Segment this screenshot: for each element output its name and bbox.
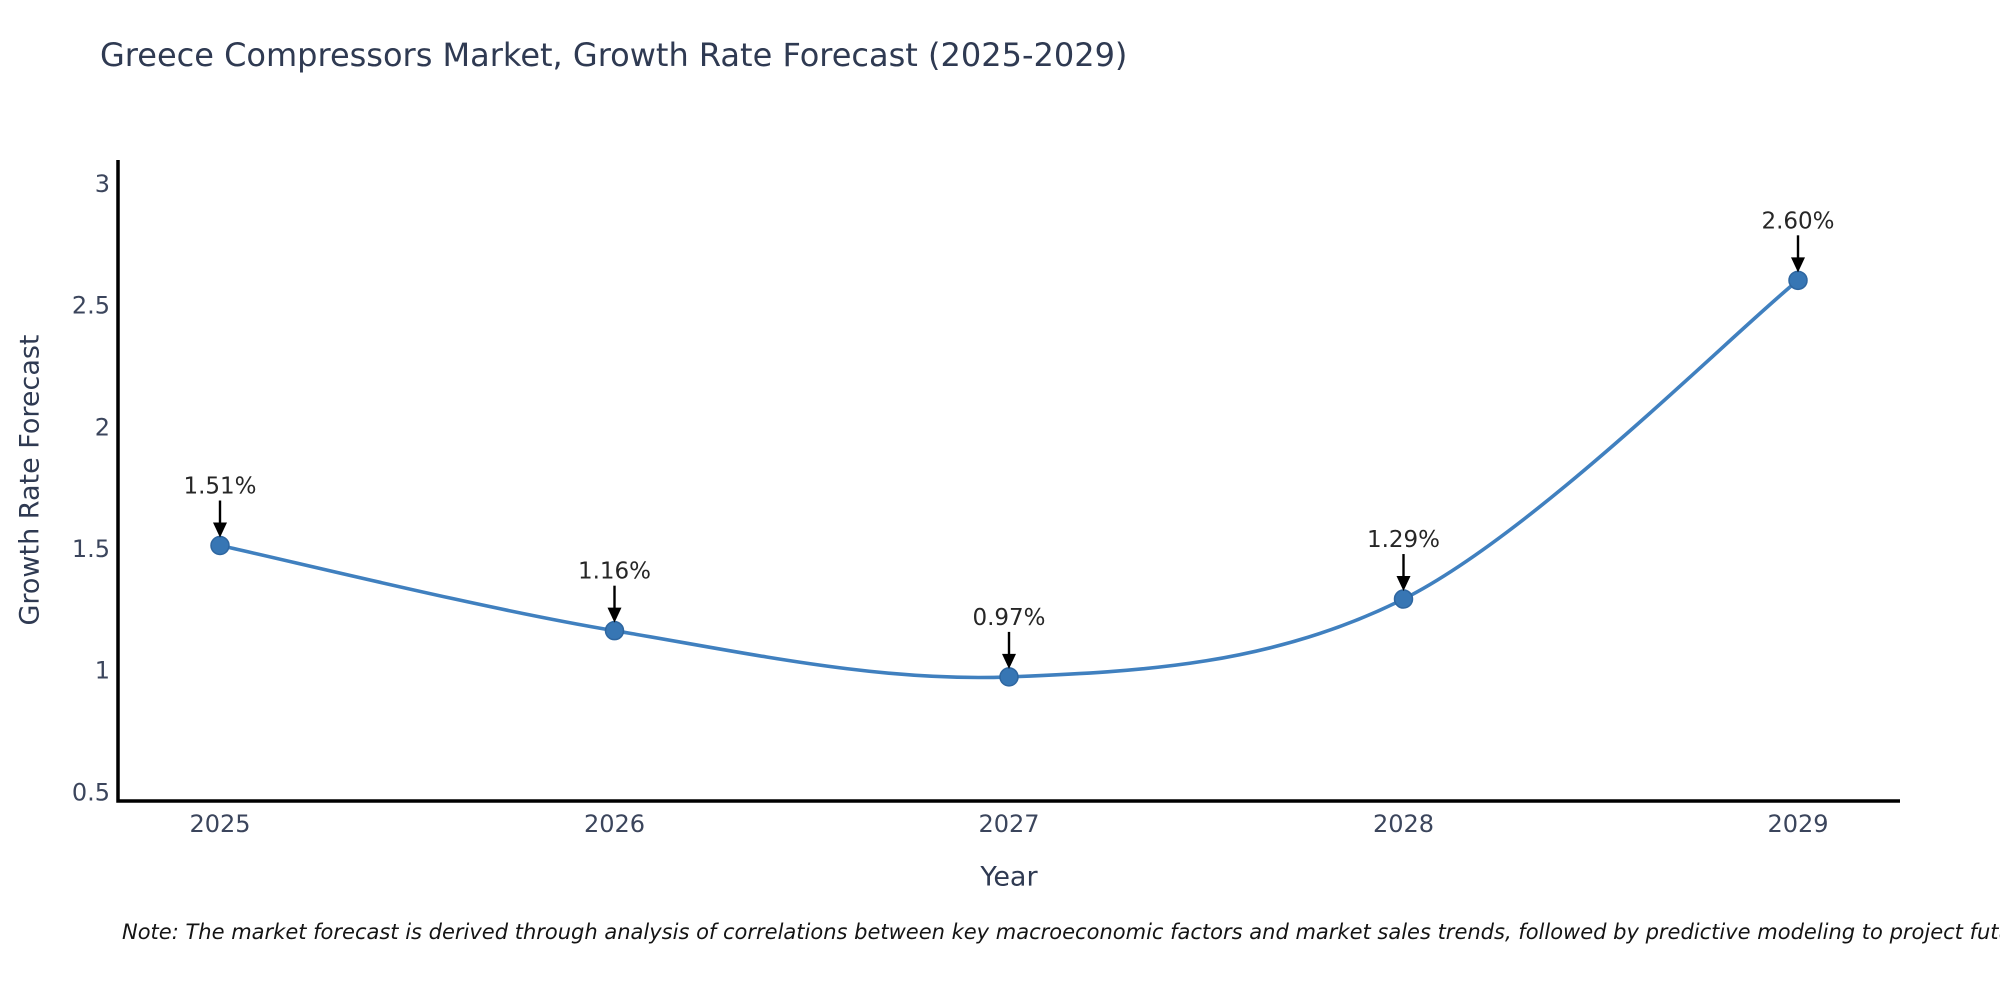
annotation-arrowhead bbox=[1002, 653, 1016, 669]
x-axis-label: Year bbox=[980, 861, 1038, 893]
annotation-arrowhead bbox=[607, 607, 622, 623]
data-point-marker bbox=[210, 535, 230, 556]
x-tick-label: 2028 bbox=[1373, 810, 1434, 838]
annotation-arrowhead bbox=[1396, 576, 1411, 592]
chart-title: Greece Compressors Market, Growth Rate F… bbox=[100, 36, 1128, 74]
footnote: Note: The market forecast is derived thr… bbox=[122, 920, 2000, 944]
y-tick-label: 3 bbox=[95, 170, 110, 198]
y-tick-label: 1.5 bbox=[72, 535, 110, 563]
data-point-marker bbox=[1393, 589, 1414, 609]
point-annotation: 1.51% bbox=[183, 474, 256, 500]
data-point-marker bbox=[604, 620, 625, 641]
y-tick-label: 0.5 bbox=[72, 778, 110, 806]
x-tick-label: 2026 bbox=[584, 810, 645, 838]
axis-line bbox=[116, 160, 1900, 803]
annotation-arrowhead bbox=[1791, 257, 1805, 273]
y-tick-label: 2 bbox=[95, 413, 110, 441]
x-tick-label: 2025 bbox=[189, 810, 250, 838]
y-tick-label: 1 bbox=[95, 657, 110, 685]
x-tick-label: 2027 bbox=[978, 810, 1039, 838]
point-annotation: 0.97% bbox=[972, 605, 1045, 631]
point-annotation: 1.29% bbox=[1367, 527, 1440, 553]
x-tick-label: 2029 bbox=[1767, 810, 1828, 838]
data-point-marker bbox=[999, 667, 1019, 687]
y-tick-label: 2.5 bbox=[72, 292, 110, 320]
data-point-marker bbox=[1788, 270, 1808, 291]
point-annotation: 1.16% bbox=[578, 559, 651, 585]
annotation-arrowhead bbox=[213, 522, 227, 538]
point-annotation: 2.60% bbox=[1761, 208, 1834, 234]
